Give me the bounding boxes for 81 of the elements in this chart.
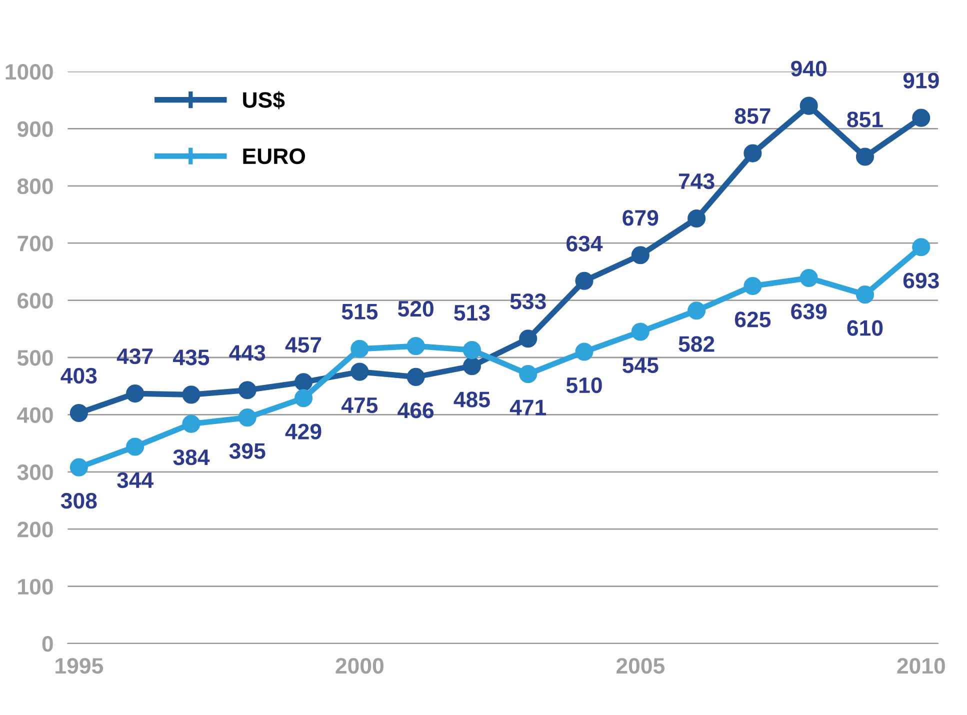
point xyxy=(126,438,144,456)
point xyxy=(912,108,930,127)
data-label: 485 xyxy=(454,392,490,408)
data-label: 435 xyxy=(173,350,210,366)
y-tick-label: 1000 xyxy=(6,64,53,80)
point xyxy=(856,148,874,166)
point xyxy=(575,342,594,361)
y-tick-label: 900 xyxy=(18,121,53,137)
x-tick-label: 2010 xyxy=(897,658,945,674)
data-label: 533 xyxy=(510,293,546,310)
data-label: 693 xyxy=(903,272,939,288)
data-label: 743 xyxy=(678,173,714,190)
data-label: 513 xyxy=(454,304,490,321)
y-tick-label: 800 xyxy=(17,178,53,194)
data-label: 443 xyxy=(229,344,266,361)
point xyxy=(631,322,650,341)
data-label: 851 xyxy=(847,112,883,128)
data-label: 919 xyxy=(903,72,939,88)
y-tick-label: 300 xyxy=(17,464,53,480)
data-label: 610 xyxy=(847,320,883,336)
data-label: 384 xyxy=(173,449,210,466)
legend-label: EURO xyxy=(243,148,306,164)
y-tick-label: 400 xyxy=(17,407,53,423)
point xyxy=(519,330,538,348)
y-tick-label: 200 xyxy=(18,522,53,538)
data-label: 457 xyxy=(285,337,322,353)
y-tick-label: 700 xyxy=(18,236,53,252)
data-label: 395 xyxy=(229,443,266,459)
point xyxy=(631,246,650,264)
x-tick-label: 2000 xyxy=(336,658,384,674)
y-tick-label: 600 xyxy=(18,292,53,309)
data-label: 520 xyxy=(398,300,434,317)
data-label: 940 xyxy=(791,60,826,76)
data-label: 437 xyxy=(116,348,153,364)
data-label: 475 xyxy=(341,398,378,414)
point xyxy=(688,302,706,320)
legend-label: US$ xyxy=(243,91,285,110)
point xyxy=(462,341,481,360)
point xyxy=(350,340,369,358)
point xyxy=(238,381,256,400)
point xyxy=(688,209,706,228)
data-label: 634 xyxy=(566,236,603,252)
data-label: 308 xyxy=(60,492,97,509)
data-label: 625 xyxy=(734,312,771,328)
data-label: 515 xyxy=(342,304,378,320)
point xyxy=(70,404,88,422)
point xyxy=(519,365,538,384)
y-tick-label: 100 xyxy=(18,578,53,595)
y-tick-label: 500 xyxy=(17,350,53,366)
point xyxy=(238,408,256,427)
point xyxy=(350,362,369,381)
data-label: 582 xyxy=(678,336,714,352)
point xyxy=(294,389,313,408)
point xyxy=(182,386,200,404)
point xyxy=(800,96,818,115)
point xyxy=(912,238,930,256)
x-tick-label: 2005 xyxy=(616,658,665,674)
data-label: 857 xyxy=(734,108,770,124)
data-label: 545 xyxy=(622,358,658,374)
point xyxy=(462,357,481,376)
data-label: 471 xyxy=(510,400,546,416)
data-label: 510 xyxy=(566,377,602,394)
point xyxy=(406,368,425,386)
point xyxy=(70,458,88,476)
data-label: 403 xyxy=(60,368,97,384)
data-label: 639 xyxy=(791,304,827,320)
data-label: 466 xyxy=(398,402,434,418)
x-tick-label: 1995 xyxy=(56,658,104,674)
point xyxy=(856,286,874,304)
point xyxy=(182,414,200,433)
point xyxy=(294,373,313,392)
data-label: 679 xyxy=(622,210,658,226)
point xyxy=(744,276,762,296)
y-tick-label: 0 xyxy=(42,636,53,652)
data-label: 344 xyxy=(117,472,154,488)
point xyxy=(126,384,144,403)
point xyxy=(575,272,594,290)
data-label: 429 xyxy=(285,424,322,440)
point xyxy=(744,144,762,162)
point xyxy=(406,337,425,356)
point xyxy=(800,268,818,288)
